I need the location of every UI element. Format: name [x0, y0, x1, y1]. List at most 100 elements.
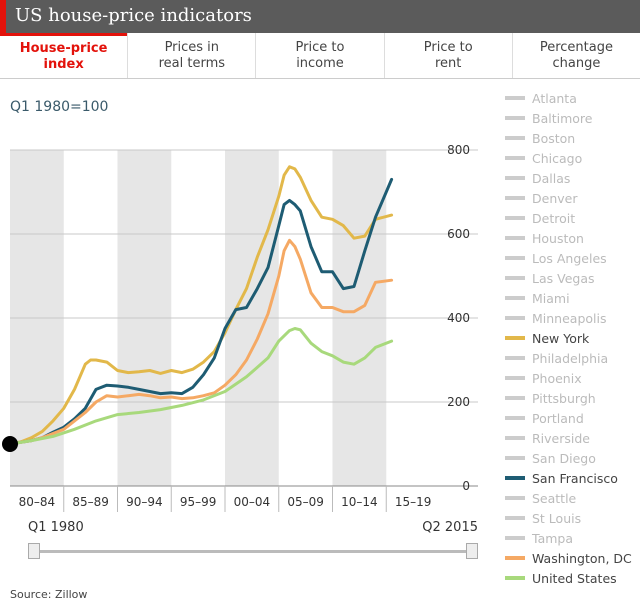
x-period-label: 10–14 [341, 495, 378, 509]
legend-label: Washington, DC [532, 550, 632, 566]
legend-item[interactable]: Minneapolis [505, 308, 640, 328]
x-period-label: 05–09 [287, 495, 324, 509]
legend-item[interactable]: United States [505, 568, 640, 588]
y-tick-label: 600 [447, 227, 470, 241]
legend-label: Chicago [532, 150, 583, 166]
legend-swatch [505, 516, 525, 520]
title-accent [0, 0, 6, 33]
slider-start-label: Q1 1980 [28, 520, 84, 535]
legend-swatch [505, 116, 525, 120]
legend-item[interactable]: Miami [505, 288, 640, 308]
legend-item[interactable]: Pittsburgh [505, 388, 640, 408]
legend-swatch [505, 256, 525, 260]
legend-label: Philadelphia [532, 350, 609, 366]
legend-swatch [505, 356, 525, 360]
legend-item[interactable]: Denver [505, 188, 640, 208]
start-marker [2, 436, 18, 452]
legend-item[interactable]: Washington, DC [505, 548, 640, 568]
slider-end-handle[interactable] [466, 543, 478, 559]
legend-swatch [505, 176, 525, 180]
series-line [8, 177, 394, 446]
legend-swatch [505, 336, 525, 340]
legend-swatch [505, 536, 525, 540]
y-tick-label: 800 [447, 143, 470, 157]
legend-swatch [505, 156, 525, 160]
legend-label: Pittsburgh [532, 390, 596, 406]
legend-item[interactable]: Chicago [505, 148, 640, 168]
legend-swatch [505, 296, 525, 300]
legend-swatch [505, 216, 525, 220]
x-period-label: 85–89 [72, 495, 109, 509]
legend-swatch [505, 96, 525, 100]
legend-swatch [505, 196, 525, 200]
series-line [8, 327, 394, 446]
x-period-label: 00–04 [234, 495, 271, 509]
legend-label: United States [532, 570, 617, 586]
legend-item[interactable]: Baltimore [505, 108, 640, 128]
slider-track[interactable] [34, 550, 474, 553]
tab-price-to-rent[interactable]: Price to rent [383, 33, 512, 78]
legend-swatch [505, 376, 525, 380]
legend-item[interactable]: Detroit [505, 208, 640, 228]
tab-percentage-change[interactable]: Percentage change [511, 33, 640, 78]
legend-swatch [505, 316, 525, 320]
legend-item[interactable]: Seattle [505, 488, 640, 508]
legend-label: Houston [532, 230, 584, 246]
series-line [8, 238, 394, 446]
slider-start-handle[interactable] [28, 543, 40, 559]
legend-item[interactable]: Dallas [505, 168, 640, 188]
legend-item[interactable]: Philadelphia [505, 348, 640, 368]
legend-swatch [505, 456, 525, 460]
legend-label: Miami [532, 290, 570, 306]
tab-price-to-income[interactable]: Price to income [255, 33, 384, 78]
legend-label: Dallas [532, 170, 571, 186]
legend-item[interactable]: San Francisco [505, 468, 640, 488]
legend-swatch [505, 576, 525, 580]
title-bar: US house-price indicators [0, 0, 640, 33]
legend-item[interactable]: Portland [505, 408, 640, 428]
y-tick-label: 0 [462, 479, 470, 493]
legend-label: Minneapolis [532, 310, 607, 326]
y-tick-label: 200 [447, 395, 470, 409]
legend-label: St Louis [532, 510, 582, 526]
tab-prices-in-real-terms[interactable]: Prices in real terms [127, 33, 256, 78]
legend-label: Los Angeles [532, 250, 607, 266]
legend-swatch [505, 396, 525, 400]
legend-label: Baltimore [532, 110, 593, 126]
legend-swatch [505, 436, 525, 440]
legend-label: San Diego [532, 450, 596, 466]
legend-label: New York [532, 330, 590, 346]
legend-label: Riverside [532, 430, 590, 446]
legend-item[interactable]: Boston [505, 128, 640, 148]
legend-label: Portland [532, 410, 584, 426]
legend-item[interactable]: Los Angeles [505, 248, 640, 268]
legend-swatch [505, 276, 525, 280]
legend-label: Atlanta [532, 90, 577, 106]
legend-label: Seattle [532, 490, 577, 506]
y-tick-label: 400 [447, 311, 470, 325]
series-line [8, 165, 394, 446]
legend-label: San Francisco [532, 470, 618, 486]
legend-item[interactable]: Houston [505, 228, 640, 248]
legend-item[interactable]: Phoenix [505, 368, 640, 388]
source-note: Source: Zillow [10, 588, 88, 601]
legend-swatch [505, 136, 525, 140]
legend-item[interactable]: St Louis [505, 508, 640, 528]
chart-subtitle: Q1 1980=100 [10, 99, 109, 115]
legend-label: Denver [532, 190, 578, 206]
legend-item[interactable]: Tampa [505, 528, 640, 548]
slider-end-label: Q2 2015 [422, 520, 478, 535]
x-period-label: 90–94 [126, 495, 163, 509]
tab-house-price-index[interactable]: House-price index [0, 33, 128, 78]
legend-item[interactable]: San Diego [505, 448, 640, 468]
city-legend: Atlanta Baltimore Boston Chicago Dallas Denve… [505, 88, 640, 588]
legend-item[interactable]: Riverside [505, 428, 640, 448]
x-period-label: 95–99 [180, 495, 217, 509]
legend-swatch [505, 476, 525, 480]
legend-label: Detroit [532, 210, 576, 226]
legend-item[interactable]: Las Vegas [505, 268, 640, 288]
x-period-label: 80–84 [19, 495, 56, 509]
legend-item[interactable]: New York [505, 328, 640, 348]
legend-item[interactable]: Atlanta [505, 88, 640, 108]
legend-label: Phoenix [532, 370, 582, 386]
